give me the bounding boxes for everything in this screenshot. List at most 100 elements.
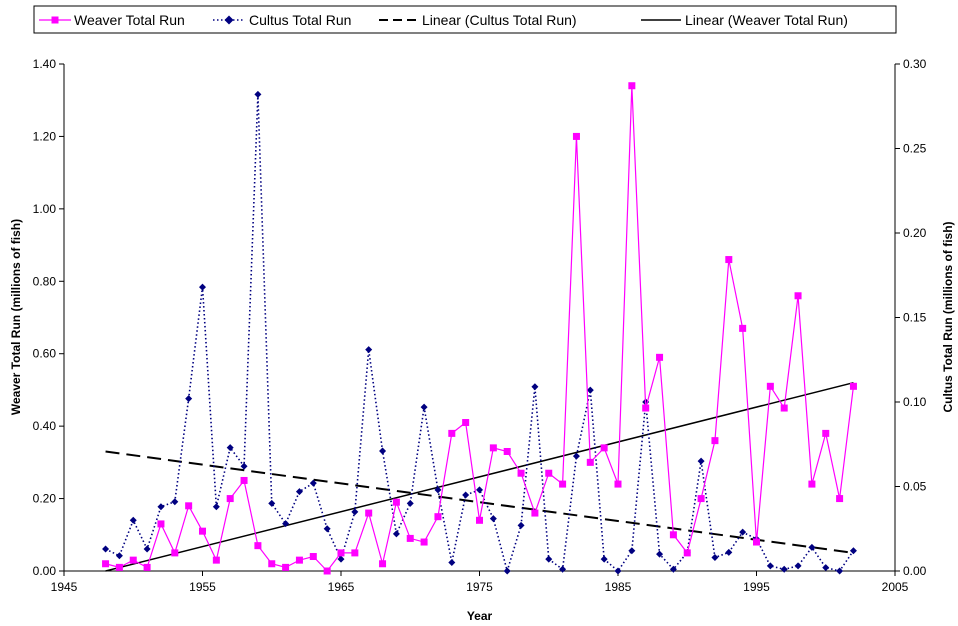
cultus-point (309, 479, 317, 487)
weaver-point (476, 516, 483, 524)
cultus-point (531, 383, 539, 391)
y1-tick-label: 0.20 (33, 492, 57, 506)
weaver-series (102, 82, 857, 575)
weaver-point (420, 538, 428, 546)
ticks: 1945 1955 1965 1975 1985 1995 2005 0.00 0.20 0.40… (33, 57, 927, 594)
cultus-point (240, 462, 248, 470)
y2-tick-label: 0.10 (903, 395, 927, 409)
x-tick-label: 1945 (51, 580, 78, 594)
weaver-point (531, 509, 539, 517)
weaver-point (295, 556, 303, 564)
legend-cultus-marker (224, 15, 234, 25)
cultus-point (365, 346, 373, 354)
cultus-point (614, 567, 622, 575)
weaver-point (822, 429, 830, 437)
cultus-point (434, 486, 442, 494)
weaver-point (572, 132, 580, 140)
cultus-point (476, 486, 483, 494)
y1-tick-label: 1.40 (33, 57, 57, 71)
cultus-point (669, 565, 677, 573)
cultus-point (337, 555, 345, 563)
cultus-point (822, 564, 830, 572)
y1-tick-label: 0.00 (33, 564, 57, 578)
x-tick-label: 2005 (882, 580, 909, 594)
weaver-point (808, 480, 816, 488)
cultus-point (379, 447, 387, 455)
weaver-point (157, 520, 165, 528)
weaver-point (711, 437, 719, 445)
weaver-point (545, 469, 553, 477)
weaver-point (309, 553, 317, 561)
cultus-point (102, 545, 110, 553)
weaver-point (766, 382, 774, 390)
x-tick-label: 1965 (328, 580, 355, 594)
weaver-point (836, 495, 844, 503)
cultus-point (628, 547, 636, 555)
weaver-point (780, 404, 788, 412)
cultus-point (448, 559, 456, 567)
weaver-point (351, 549, 359, 557)
cultus-point (462, 491, 470, 499)
cultus-point (559, 565, 567, 573)
cultus-point (600, 555, 608, 563)
y2-tick-label: 0.20 (903, 226, 927, 240)
weaver-point (517, 469, 525, 477)
weaver-point (586, 458, 594, 466)
weaver-point (365, 509, 373, 517)
legend: Weaver Total Run Cultus Total Run Linear… (33, 5, 897, 34)
x-tick-label: 1955 (189, 580, 216, 594)
cultus-point (420, 403, 428, 411)
weaver-point (683, 549, 691, 557)
cultus-point (282, 520, 290, 528)
y2-tick-label: 0.15 (903, 311, 927, 325)
cultus-point (171, 498, 179, 506)
cultus-point (157, 503, 165, 511)
cultus-point (849, 547, 857, 555)
weaver-point (739, 324, 747, 332)
y1-tick-label: 1.20 (33, 129, 57, 143)
weaver-point (489, 444, 497, 452)
legend-box (33, 5, 897, 34)
cultus-point (794, 562, 802, 570)
cultus-point (406, 499, 414, 507)
legend-weaver-marker (51, 16, 59, 24)
weaver-point (725, 256, 733, 264)
cultus-line (105, 94, 855, 574)
y1-tick-label: 1.00 (33, 202, 57, 216)
legend-weaver-trend-label: Linear (Weaver Total Run) (685, 12, 848, 28)
weaver-point (392, 498, 400, 506)
y2-axis-title: Cultus Total Run (millions of fish) (941, 221, 955, 412)
y1-tick-label: 0.60 (33, 347, 57, 361)
cultus-point (489, 515, 497, 523)
cultus-point (115, 552, 123, 560)
weaver-point (753, 538, 760, 546)
weaver-point (102, 560, 110, 568)
cultus-point (226, 444, 234, 452)
x-tick-label: 1975 (466, 580, 493, 594)
cultus-point (143, 545, 151, 553)
weaver-point (199, 527, 206, 535)
weaver-point (600, 444, 608, 452)
cultus-point (586, 386, 594, 394)
y1-tick-label: 0.80 (33, 274, 57, 288)
legend-cultus-label: Cultus Total Run (249, 12, 351, 28)
cultus-point (323, 525, 331, 533)
weaver-point (212, 556, 220, 564)
x-tick-label: 1995 (743, 580, 770, 594)
weaver-point (697, 495, 705, 503)
weaver-point (448, 429, 456, 437)
y2-tick-label: 0.25 (903, 142, 927, 156)
cultus-point (351, 508, 359, 516)
cultus-point (572, 452, 580, 460)
weaver-point (503, 447, 511, 455)
weaver-point (282, 563, 290, 571)
cultus-point (129, 516, 137, 524)
cultus-point (766, 562, 774, 570)
y1-tick-label: 0.40 (33, 419, 57, 433)
legend-cultus-trend-label: Linear (Cultus Total Run) (422, 12, 577, 28)
weaver-point (254, 542, 262, 550)
weaver-trend-line (105, 381, 854, 572)
cultus-point (808, 543, 816, 551)
weaver-point (849, 382, 857, 390)
